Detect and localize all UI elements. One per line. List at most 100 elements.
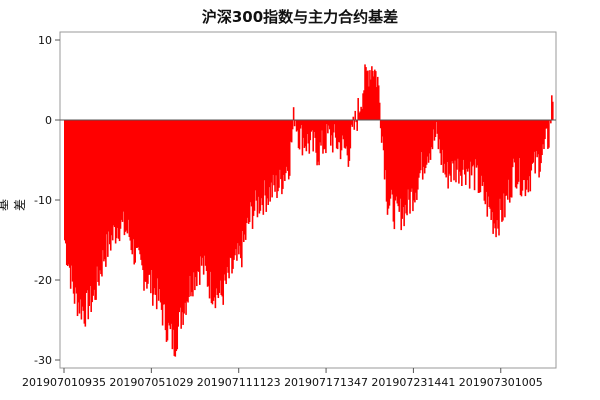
basis-bar xyxy=(71,120,74,282)
basis-bar xyxy=(306,120,309,135)
basis-bar xyxy=(506,120,508,196)
basis-bar xyxy=(254,120,257,191)
basis-bar xyxy=(109,120,112,251)
basis-bar xyxy=(476,120,479,166)
basis-bar xyxy=(355,120,358,123)
basis-bar xyxy=(125,120,128,231)
basis-bar xyxy=(349,120,352,149)
y-axis: 10 0 -10 -20 -30 xyxy=(34,34,60,367)
basis-bar xyxy=(175,120,178,352)
basis-bar xyxy=(172,120,175,330)
basis-bar xyxy=(91,120,93,303)
basis-bar xyxy=(327,120,329,134)
basis-bar xyxy=(514,120,517,188)
basis-bar xyxy=(159,120,162,303)
basis-bar xyxy=(396,120,399,204)
basis-bar xyxy=(497,120,499,229)
basis-bar xyxy=(141,120,143,266)
basis-bar xyxy=(276,120,278,198)
basis-bar xyxy=(466,120,469,172)
basis-bar xyxy=(84,120,87,327)
basis-bar xyxy=(290,120,293,143)
basis-bar xyxy=(477,120,480,193)
basis-bar xyxy=(496,120,498,221)
basis-bar xyxy=(493,120,495,224)
basis-bar xyxy=(488,120,491,207)
basis-bar xyxy=(398,120,401,212)
basis-bar xyxy=(164,120,167,331)
basis-bar xyxy=(235,120,237,250)
basis-bar xyxy=(541,120,543,156)
basis-bar xyxy=(346,120,349,156)
basis-bar xyxy=(331,120,334,153)
basis-bar xyxy=(174,120,177,357)
basis-bar xyxy=(242,120,245,243)
basis-bar xyxy=(387,120,390,209)
basis-bar xyxy=(487,120,490,197)
basis-bar xyxy=(480,120,483,176)
basis-bar xyxy=(308,120,311,154)
basis-bar xyxy=(537,120,539,155)
basis-bar xyxy=(108,120,110,232)
basis-bar xyxy=(230,120,232,259)
basis-bar xyxy=(429,120,432,160)
basis-bar xyxy=(311,120,313,131)
basis-bar xyxy=(72,120,75,294)
basis-bar xyxy=(149,120,151,275)
basis-bar xyxy=(257,120,260,197)
basis-bar xyxy=(253,120,256,211)
basis-bar xyxy=(409,120,411,214)
basis-bar xyxy=(203,120,206,256)
basis-bar xyxy=(249,120,252,203)
basis-bar xyxy=(88,120,91,307)
basis-bar xyxy=(473,120,476,191)
basis-bar xyxy=(455,120,457,183)
basis-bar xyxy=(215,120,218,289)
basis-bar xyxy=(362,93,364,120)
basis-bar xyxy=(405,120,407,214)
basis-bar xyxy=(551,95,553,120)
basis-bar xyxy=(138,120,140,251)
x-tick-label: 201907111123 xyxy=(197,376,281,389)
basis-bar xyxy=(126,120,129,234)
basis-bar xyxy=(271,120,273,198)
basis-bar xyxy=(441,120,444,150)
basis-bar xyxy=(483,120,486,201)
y-tick-label: -10 xyxy=(34,194,52,207)
basis-bar xyxy=(303,120,306,148)
basis-bar xyxy=(354,110,357,120)
basis-bar xyxy=(447,120,449,189)
basis-bar xyxy=(145,120,147,282)
basis-bar xyxy=(407,120,409,190)
basis-bar xyxy=(425,120,428,165)
basis-bar xyxy=(491,120,493,213)
basis-bar xyxy=(435,120,438,122)
basis-bar xyxy=(299,120,302,129)
basis-bar xyxy=(401,120,403,219)
basis-bar xyxy=(157,120,160,301)
basis-bar xyxy=(110,120,113,236)
basis-bar xyxy=(484,120,487,205)
basis-bar xyxy=(345,120,348,147)
basis-bar xyxy=(222,120,225,305)
basis-bar xyxy=(136,120,138,248)
basis-bar xyxy=(95,120,97,300)
basis-bar xyxy=(392,120,395,222)
basis-bar xyxy=(470,120,473,176)
basis-bar xyxy=(348,120,351,161)
basis-bar xyxy=(101,120,103,277)
basis-bar xyxy=(142,120,144,271)
basis-bar xyxy=(454,120,456,161)
basis-bar xyxy=(143,120,145,291)
basis-bar xyxy=(404,120,406,205)
basis-bar xyxy=(419,120,422,171)
basis-bar xyxy=(188,120,190,297)
basis-bar xyxy=(464,120,467,185)
basis-bar xyxy=(376,76,379,120)
basis-bar xyxy=(80,120,83,320)
basis-bar xyxy=(213,120,216,298)
basis-bar xyxy=(246,120,249,218)
basis-bar xyxy=(77,120,80,303)
basis-bar xyxy=(74,120,77,288)
basis-bar xyxy=(284,120,286,181)
